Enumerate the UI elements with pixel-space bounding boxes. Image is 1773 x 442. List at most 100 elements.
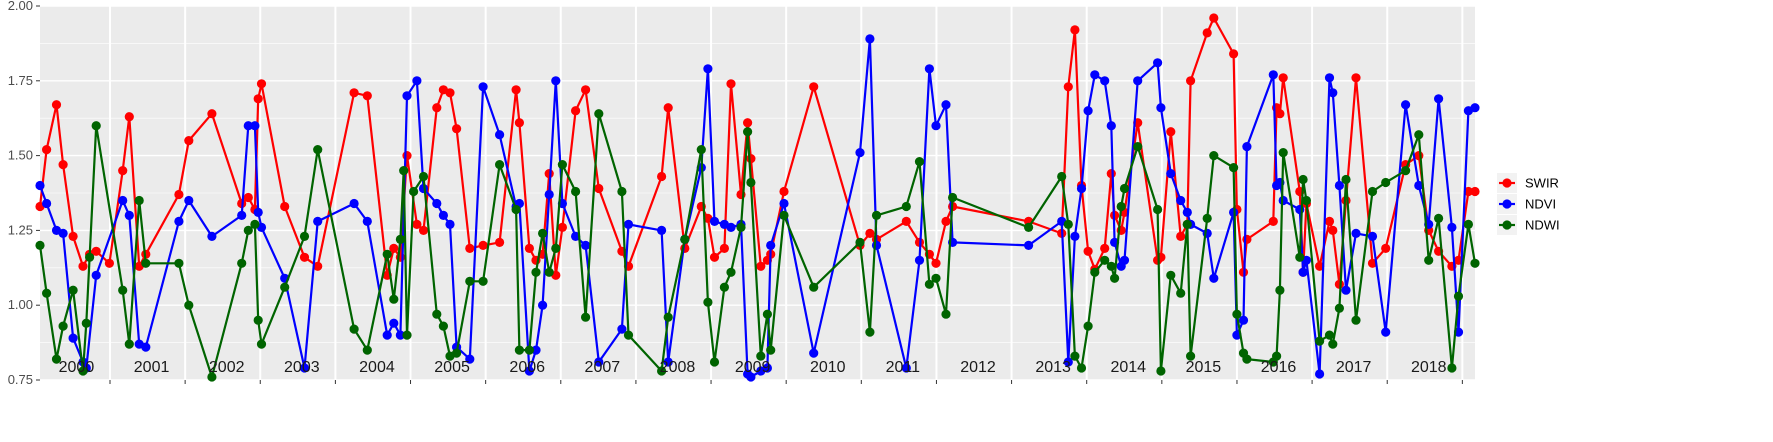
data-point [1176,195,1186,206]
data-point [1351,228,1361,238]
year-label: 2008 [660,359,696,376]
data-point [594,357,604,367]
data-point [901,216,911,226]
data-point [399,166,409,176]
year-label: 2011 [886,359,921,376]
data-point [1186,351,1196,361]
data-point [1110,273,1120,283]
data-point [779,186,789,197]
data-point [253,315,263,325]
data-point [743,118,753,128]
year-label: 2017 [1336,359,1372,376]
data-point [1083,321,1093,331]
data-point [1076,363,1087,373]
data-point [1070,351,1080,361]
data-point [243,225,253,235]
data-point [1295,252,1305,262]
data-point [1116,201,1126,212]
year-label: 2000 [59,359,95,376]
data-point [313,261,323,271]
data-point [1268,216,1278,226]
data-point [941,100,951,110]
data-point [402,151,412,161]
data-point [58,321,68,331]
data-point [719,243,730,253]
data-point [452,348,462,358]
data-point [51,354,62,364]
data-point [914,255,925,265]
data-point [1106,121,1116,131]
data-point [1351,73,1361,83]
data-point [432,103,442,113]
data-point [581,240,591,250]
data-point [1341,174,1351,185]
legend-label: NDVI [1525,197,1556,212]
data-point [85,252,95,262]
data-point [495,130,505,140]
year-label: 2004 [359,359,395,376]
data-point [141,258,151,268]
data-point [1119,183,1130,194]
data-point [1424,255,1434,265]
data-point [1401,166,1411,176]
data-point [253,207,263,217]
year-label: 2002 [209,359,245,376]
data-point [1119,255,1130,265]
data-point [1301,195,1311,206]
data-point [395,234,405,244]
data-point [544,267,554,277]
data-point [402,91,412,101]
data-point [657,171,667,182]
data-point [871,240,882,250]
data-point [412,219,422,229]
data-point [736,222,746,232]
year-label: 2009 [735,359,771,376]
data-point [445,88,455,98]
data-point [762,309,773,319]
data-point [1278,148,1288,158]
data-point [1414,180,1424,191]
legend: SWIR NDVI NDWI [1497,173,1560,235]
data-point [1070,25,1080,35]
data-point [1367,231,1378,241]
data-point [746,154,756,164]
data-point [412,76,422,86]
data-point [1209,273,1219,283]
data-point [524,366,535,376]
data-point [1434,213,1444,223]
data-point [657,225,667,235]
data-point [557,160,568,170]
data-point [1381,243,1391,253]
data-point [1275,285,1285,295]
data-point [250,121,260,131]
data-point [901,363,911,373]
data-point [1063,219,1073,229]
data-point [280,201,290,212]
y-tick-label: 0.75 [8,372,33,387]
data-point [1063,357,1073,367]
data-point [78,261,88,271]
data-point [1334,180,1344,191]
data-point [1242,234,1252,244]
data-point [680,234,690,244]
data-point [382,249,392,259]
year-label: 2018 [1411,359,1447,376]
data-point [865,34,875,44]
year-label: 2014 [1110,359,1146,376]
data-point [418,171,429,182]
data-point [174,189,184,200]
data-point [104,258,114,268]
data-point [779,198,789,209]
data-point [756,351,766,361]
data-point [1453,291,1464,301]
data-point [1156,366,1166,376]
legend-marker [1502,220,1512,230]
data-point [68,333,78,343]
legend-item-ndwi: NDWI [1497,215,1560,235]
data-point [726,222,736,232]
data-point [1324,330,1335,340]
data-point [1229,49,1239,59]
data-point [617,186,627,197]
data-point [349,198,359,209]
data-point [174,216,184,226]
